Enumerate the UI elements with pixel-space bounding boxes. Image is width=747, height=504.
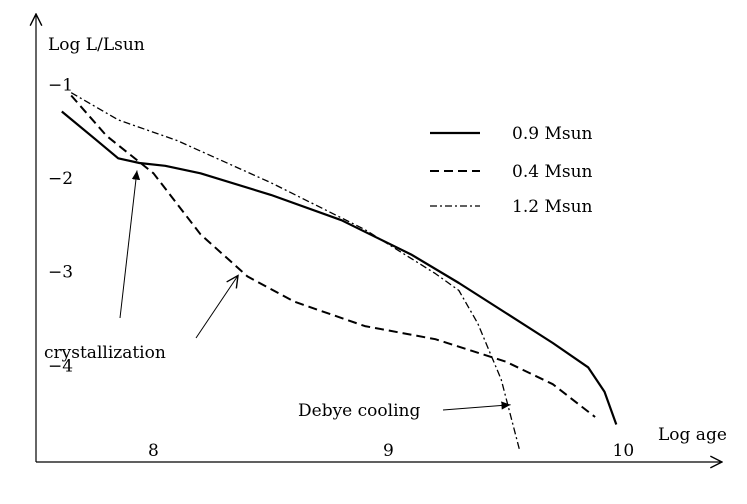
- x-tick-label-0: 8: [148, 441, 159, 461]
- annotation-debye-cooling: Debye cooling: [298, 401, 420, 421]
- debye-cooling-arrow: [442, 401, 511, 411]
- x-tick-labels: 8 9 10: [148, 441, 634, 461]
- y-tick-label-0: −1: [48, 75, 73, 95]
- x-tick-label-1: 9: [383, 441, 394, 461]
- crystallization-arrow-up: [119, 170, 141, 319]
- series-line-dashdot: [70, 92, 521, 452]
- x-axis-label: Log age: [658, 425, 727, 445]
- legend-label-0: 0.9 Msun: [512, 124, 593, 144]
- legend-label-1: 0.4 Msun: [512, 162, 593, 182]
- y-tick-label-1: −2: [48, 169, 73, 189]
- y-tick-labels: −1 −2 −3 −4: [48, 75, 73, 376]
- y-axis-label: Log L/Lsun: [48, 35, 145, 55]
- series-lines: [61, 92, 618, 452]
- x-tick-label-2: 10: [613, 441, 635, 461]
- y-tick-label-3: −4: [48, 356, 73, 376]
- annotation-crystallization: crystallization: [44, 343, 166, 363]
- legend-label-2: 1.2 Msun: [512, 197, 593, 217]
- series-line-solid: [61, 110, 618, 425]
- y-tick-label-2: −3: [48, 263, 73, 283]
- crystallization-arrow-right: [195, 276, 238, 339]
- legend: 0.9 Msun 0.4 Msun 1.2 Msun: [430, 124, 593, 217]
